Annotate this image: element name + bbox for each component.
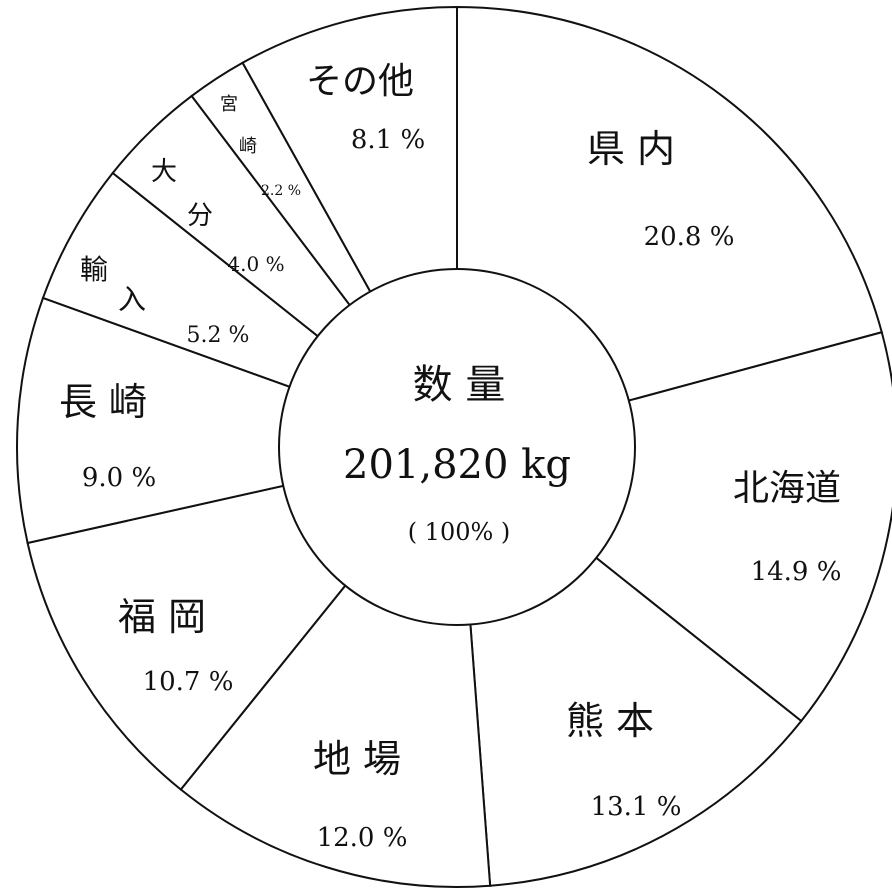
slice-label-char: 崎 <box>239 136 257 157</box>
slice-percent-label: 8.1 % <box>351 125 425 155</box>
center-title: 数 量 <box>413 362 506 408</box>
slice-label: 長 崎 <box>59 380 147 424</box>
slice-percent-label: 5.2 % <box>187 323 250 348</box>
slice-label-char: 入 <box>118 283 146 316</box>
slice-labels: 県 内 20.8 % 北海道 14.9 % 熊 本 13.1 % 地 場 12.0 % 福 岡 1… <box>59 61 841 853</box>
slice-label: 北海道 <box>733 468 841 509</box>
slice-percent-label: 9.0 % <box>82 463 156 493</box>
slice-label-char: 宮 <box>220 94 238 115</box>
slice-percent-label: 10.7 % <box>143 667 234 697</box>
slice-label-char: 輸 <box>80 253 108 286</box>
slice-label-char: 大 <box>151 157 177 187</box>
pie-slice <box>16 296 461 545</box>
slice-label: 地 場 <box>313 737 401 781</box>
slice-percent-label: 12.0 % <box>317 823 408 853</box>
slice-label: 県 内 <box>587 127 675 171</box>
slice-percent-label: 14.9 % <box>751 557 842 587</box>
slice-label: 熊 本 <box>566 699 654 743</box>
slice-percent-label: 20.8 % <box>644 222 735 252</box>
center-disc <box>278 268 636 626</box>
center-percent: ( 100% ) <box>408 518 511 546</box>
slice-label-char: 分 <box>187 201 213 231</box>
slice-label: 福 岡 <box>118 595 206 639</box>
center-total: 201,820 kg <box>343 442 571 488</box>
slice-percent-label: 4.0 % <box>227 252 284 276</box>
slice-percent-label: 2.2 % <box>261 183 301 199</box>
slice-label: その他 <box>306 61 414 102</box>
slice-percent-label: 13.1 % <box>591 792 682 822</box>
